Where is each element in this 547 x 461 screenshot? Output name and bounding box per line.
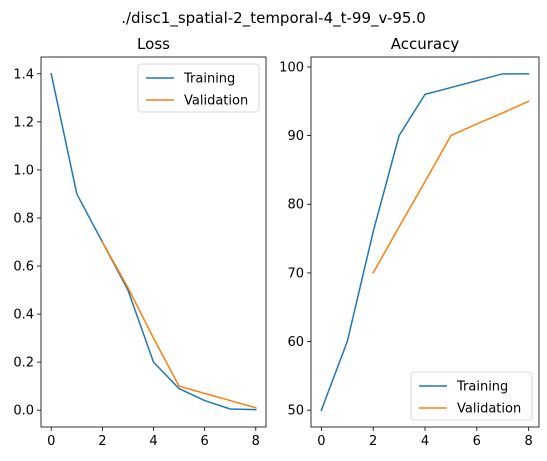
accuracy-x-tick-label: 8 [524,434,532,449]
loss-y-tick-label: 0.8 [13,211,34,226]
loss-x-tick-label: 8 [252,434,260,449]
accuracy-y-tick-label: 60 [287,335,304,350]
accuracy-x-tick-label: 0 [317,434,325,449]
accuracy-y-tick-label: 70 [287,266,304,281]
accuracy-y-tick-label: 50 [287,404,304,419]
loss-panel: Loss 0 2 4 6 8 0.0 0.2 0.4 0.6 0.8 1.0 1.2 1.4 Trainin… [13,35,267,449]
figure-suptitle: ./disc1_spatial-2_temporal-4_t-99_v-95.0 [121,9,426,28]
loss-y-tick-label: 1.4 [13,67,34,82]
accuracy-legend: Training Validation [410,371,533,421]
loss-y-tick-label: 0.2 [13,356,34,371]
accuracy-x-tick-label: 4 [421,434,429,449]
loss-x-tick-label: 6 [200,434,208,449]
accuracy-chart-title: Accuracy [391,35,460,53]
loss-legend: Training Validation [137,63,260,113]
accuracy-legend-validation-label: Validation [457,402,521,417]
loss-x-tick-label: 4 [149,434,157,449]
loss-validation-line [101,240,257,409]
loss-y-tick-label: 0.0 [13,404,34,419]
loss-y-tick-label: 1.0 [13,163,34,178]
accuracy-validation-line [372,100,530,274]
loss-legend-validation-label: Validation [184,94,248,109]
accuracy-training-line [320,73,530,412]
loss-x-tick-label: 2 [98,434,106,449]
loss-legend-training-label: Training [183,72,235,87]
loss-y-tick-label: 0.6 [13,260,34,275]
accuracy-y-tick-label: 100 [279,60,304,75]
accuracy-x-tick-label: 6 [473,434,481,449]
accuracy-legend-training-label: Training [456,380,508,395]
accuracy-y-tick-label: 80 [287,198,304,213]
loss-training-line [50,72,257,411]
loss-y-tick-label: 1.2 [13,115,34,130]
loss-y-tick-label: 0.4 [13,308,34,323]
accuracy-y-tick-label: 90 [287,129,304,144]
loss-chart-title: Loss [137,35,170,53]
accuracy-panel: Accuracy 0 2 4 6 8 50 60 70 80 90 100 Training Valida… [279,35,540,449]
loss-x-tick-label: 0 [47,434,55,449]
accuracy-x-tick-label: 2 [369,434,377,449]
